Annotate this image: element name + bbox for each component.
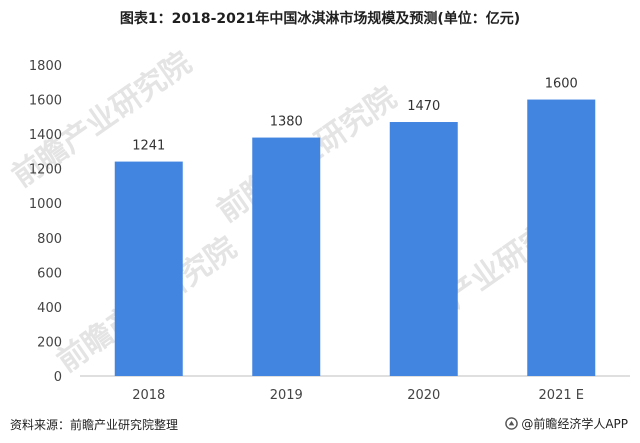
y-tick-label: 200	[37, 335, 62, 350]
y-tick-label: 1800	[29, 59, 62, 74]
x-tick-label: 2020	[407, 388, 440, 403]
source-note: 资料来源：前瞻产业研究院整理	[10, 418, 179, 432]
y-tick-label: 1600	[29, 94, 62, 109]
x-tick-label: 2021 E	[539, 388, 584, 403]
bar	[389, 122, 458, 377]
y-tick-label: 600	[37, 266, 62, 281]
brand-text: @前瞻经济学人APP	[521, 417, 628, 431]
y-tick-label: 400	[37, 301, 62, 316]
y-tick-label: 1200	[29, 163, 62, 178]
data-label: 1600	[545, 77, 578, 92]
bar	[252, 137, 321, 376]
y-tick-label: 1000	[29, 197, 62, 212]
data-label: 1470	[407, 99, 440, 114]
data-label: 1380	[270, 115, 303, 130]
brand: @前瞻经济学人APP	[505, 415, 628, 432]
y-tick-label: 0	[54, 370, 62, 385]
y-tick-label: 800	[37, 232, 62, 247]
bar	[527, 99, 596, 377]
y-tick-label: 1400	[29, 128, 62, 143]
bar	[114, 161, 183, 376]
data-label: 1241	[132, 139, 165, 154]
qianzhan-logo-icon	[505, 417, 519, 430]
chart-title: 图表1：2018-2021年中国冰淇淋市场规模及预测(单位：亿元)	[119, 11, 521, 27]
x-tick-label: 2018	[132, 388, 165, 403]
x-tick-label: 2019	[270, 388, 303, 403]
